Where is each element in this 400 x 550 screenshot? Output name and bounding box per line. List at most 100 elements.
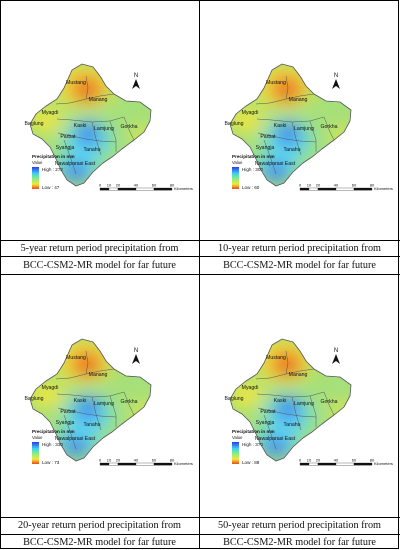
district-label: Lamjung: [294, 126, 314, 132]
precipitation-map: Mustang Manang Myagdi Baglung Kaski Parbat Lam…: [224, 63, 393, 192]
legend-subtitle: Value: [32, 160, 43, 165]
legend-high: High : 370: [242, 442, 263, 447]
district-label: Mustang: [66, 355, 86, 361]
caption-line-1: 5-year return period precipitation from: [20, 243, 179, 254]
district-label: Manang: [89, 372, 108, 378]
legend-title: Precipitation in mm: [32, 154, 75, 159]
svg-text:N: N: [134, 348, 138, 354]
precipitation-map: Mustang Manang Myagdi Baglung Kaski Parbat Lam…: [24, 63, 193, 191]
district-label: Baglung: [224, 396, 243, 402]
district-label: Tanahu: [83, 147, 100, 153]
district-label: Parbat: [60, 134, 76, 140]
district-label: Baglung: [224, 121, 243, 127]
district-label: Mustang: [266, 80, 286, 86]
map-surface: [230, 64, 351, 186]
svg-text:20: 20: [316, 458, 321, 463]
district-label: Parbat: [260, 134, 276, 140]
legend-low: Low : 73: [42, 460, 60, 465]
legend-color-ramp: [32, 167, 39, 189]
district-label: Lamjung: [94, 126, 114, 132]
district-label: Myagdi: [42, 385, 59, 391]
district-label: Gorkha: [120, 399, 137, 405]
legend-subtitle: Value: [32, 435, 43, 440]
svg-text:10: 10: [307, 183, 312, 188]
caption-line-1: 20-year return period precipitation from: [18, 520, 181, 531]
row-divider: [0, 517, 400, 518]
north-arrow-icon: N: [332, 73, 340, 89]
svg-text:80: 80: [370, 183, 375, 188]
svg-text:60: 60: [152, 458, 157, 463]
svg-text:N: N: [334, 348, 338, 354]
svg-text:80: 80: [170, 183, 175, 188]
legend-title: Precipitation in mm: [232, 429, 275, 434]
svg-text:Kilometers: Kilometers: [174, 461, 193, 466]
caption-line-2: BCC-CSM2-MR model for far future: [223, 537, 376, 548]
caption-line-1: 50-year return period precipitation from: [218, 520, 381, 531]
row-divider: [0, 240, 400, 241]
svg-text:40: 40: [334, 183, 339, 188]
svg-text:Kilometers: Kilometers: [174, 186, 193, 191]
legend-low: Low : 88: [242, 460, 260, 465]
legend-high: High : 330: [42, 442, 63, 447]
district-label: Nawalparasi East: [255, 161, 296, 167]
svg-text:Kilometers: Kilometers: [374, 186, 393, 191]
svg-text:60: 60: [352, 458, 357, 463]
caption-line-2: BCC-CSM2-MR model for far future: [23, 260, 176, 271]
legend-title: Precipitation in mm: [32, 429, 75, 434]
district-label: Kaski: [274, 398, 287, 404]
svg-text:60: 60: [152, 183, 157, 188]
district-label: Parbat: [60, 409, 76, 415]
district-label: Tanahu: [283, 147, 300, 153]
district-label: Syangja: [56, 145, 75, 151]
district-label: Gorkha: [120, 124, 137, 130]
map-surface: [230, 339, 351, 461]
district-label: Baglung: [24, 396, 43, 402]
district-label: Manang: [289, 372, 308, 378]
map-panel: Mustang Manang Myagdi Baglung Kaski Parbat Lam…: [0, 275, 199, 515]
district-label: Manang: [289, 97, 308, 103]
district-label: Gorkha: [320, 124, 337, 130]
svg-text:80: 80: [370, 458, 375, 463]
legend-subtitle: Value: [232, 160, 243, 165]
precipitation-map: Mustang Manang Myagdi Baglung Kaski Parbat Lam…: [224, 338, 393, 467]
svg-text:60: 60: [352, 183, 357, 188]
svg-text:0: 0: [99, 458, 102, 463]
north-arrow-icon: N: [132, 348, 140, 364]
svg-text:40: 40: [134, 458, 139, 463]
map-surface: [30, 339, 151, 461]
legend-high: High : 300: [242, 167, 263, 172]
district-label: Baglung: [24, 121, 43, 127]
district-label: Manang: [89, 97, 108, 103]
district-label: Kaski: [74, 123, 87, 129]
map-surface: [30, 64, 151, 186]
legend-high: High : 272: [42, 167, 63, 172]
district-label: Nawalparasi East: [255, 436, 296, 442]
row-divider: [0, 274, 400, 275]
svg-text:0: 0: [299, 458, 302, 463]
svg-text:40: 40: [134, 183, 139, 188]
district-label: Syangja: [256, 420, 275, 426]
map-panel: Mustang Manang Myagdi Baglung Kaski Parbat Lam…: [200, 275, 399, 515]
legend-subtitle: Value: [232, 435, 243, 440]
svg-text:20: 20: [116, 183, 121, 188]
svg-text:20: 20: [116, 458, 121, 463]
legend-color-ramp: [232, 442, 239, 464]
svg-text:10: 10: [107, 183, 112, 188]
district-label: Lamjung: [94, 401, 114, 407]
svg-text:0: 0: [299, 183, 302, 188]
district-label: Mustang: [66, 80, 86, 86]
district-label: Kaski: [74, 398, 87, 404]
svg-text:N: N: [334, 73, 338, 79]
district-label: Lamjung: [294, 401, 314, 407]
district-label: Tanahu: [283, 422, 300, 428]
svg-text:0: 0: [99, 183, 102, 188]
svg-text:N: N: [134, 73, 138, 79]
legend-title: Precipitation in mm: [232, 154, 275, 159]
district-label: Myagdi: [242, 110, 259, 116]
legend-color-ramp: [32, 442, 39, 464]
